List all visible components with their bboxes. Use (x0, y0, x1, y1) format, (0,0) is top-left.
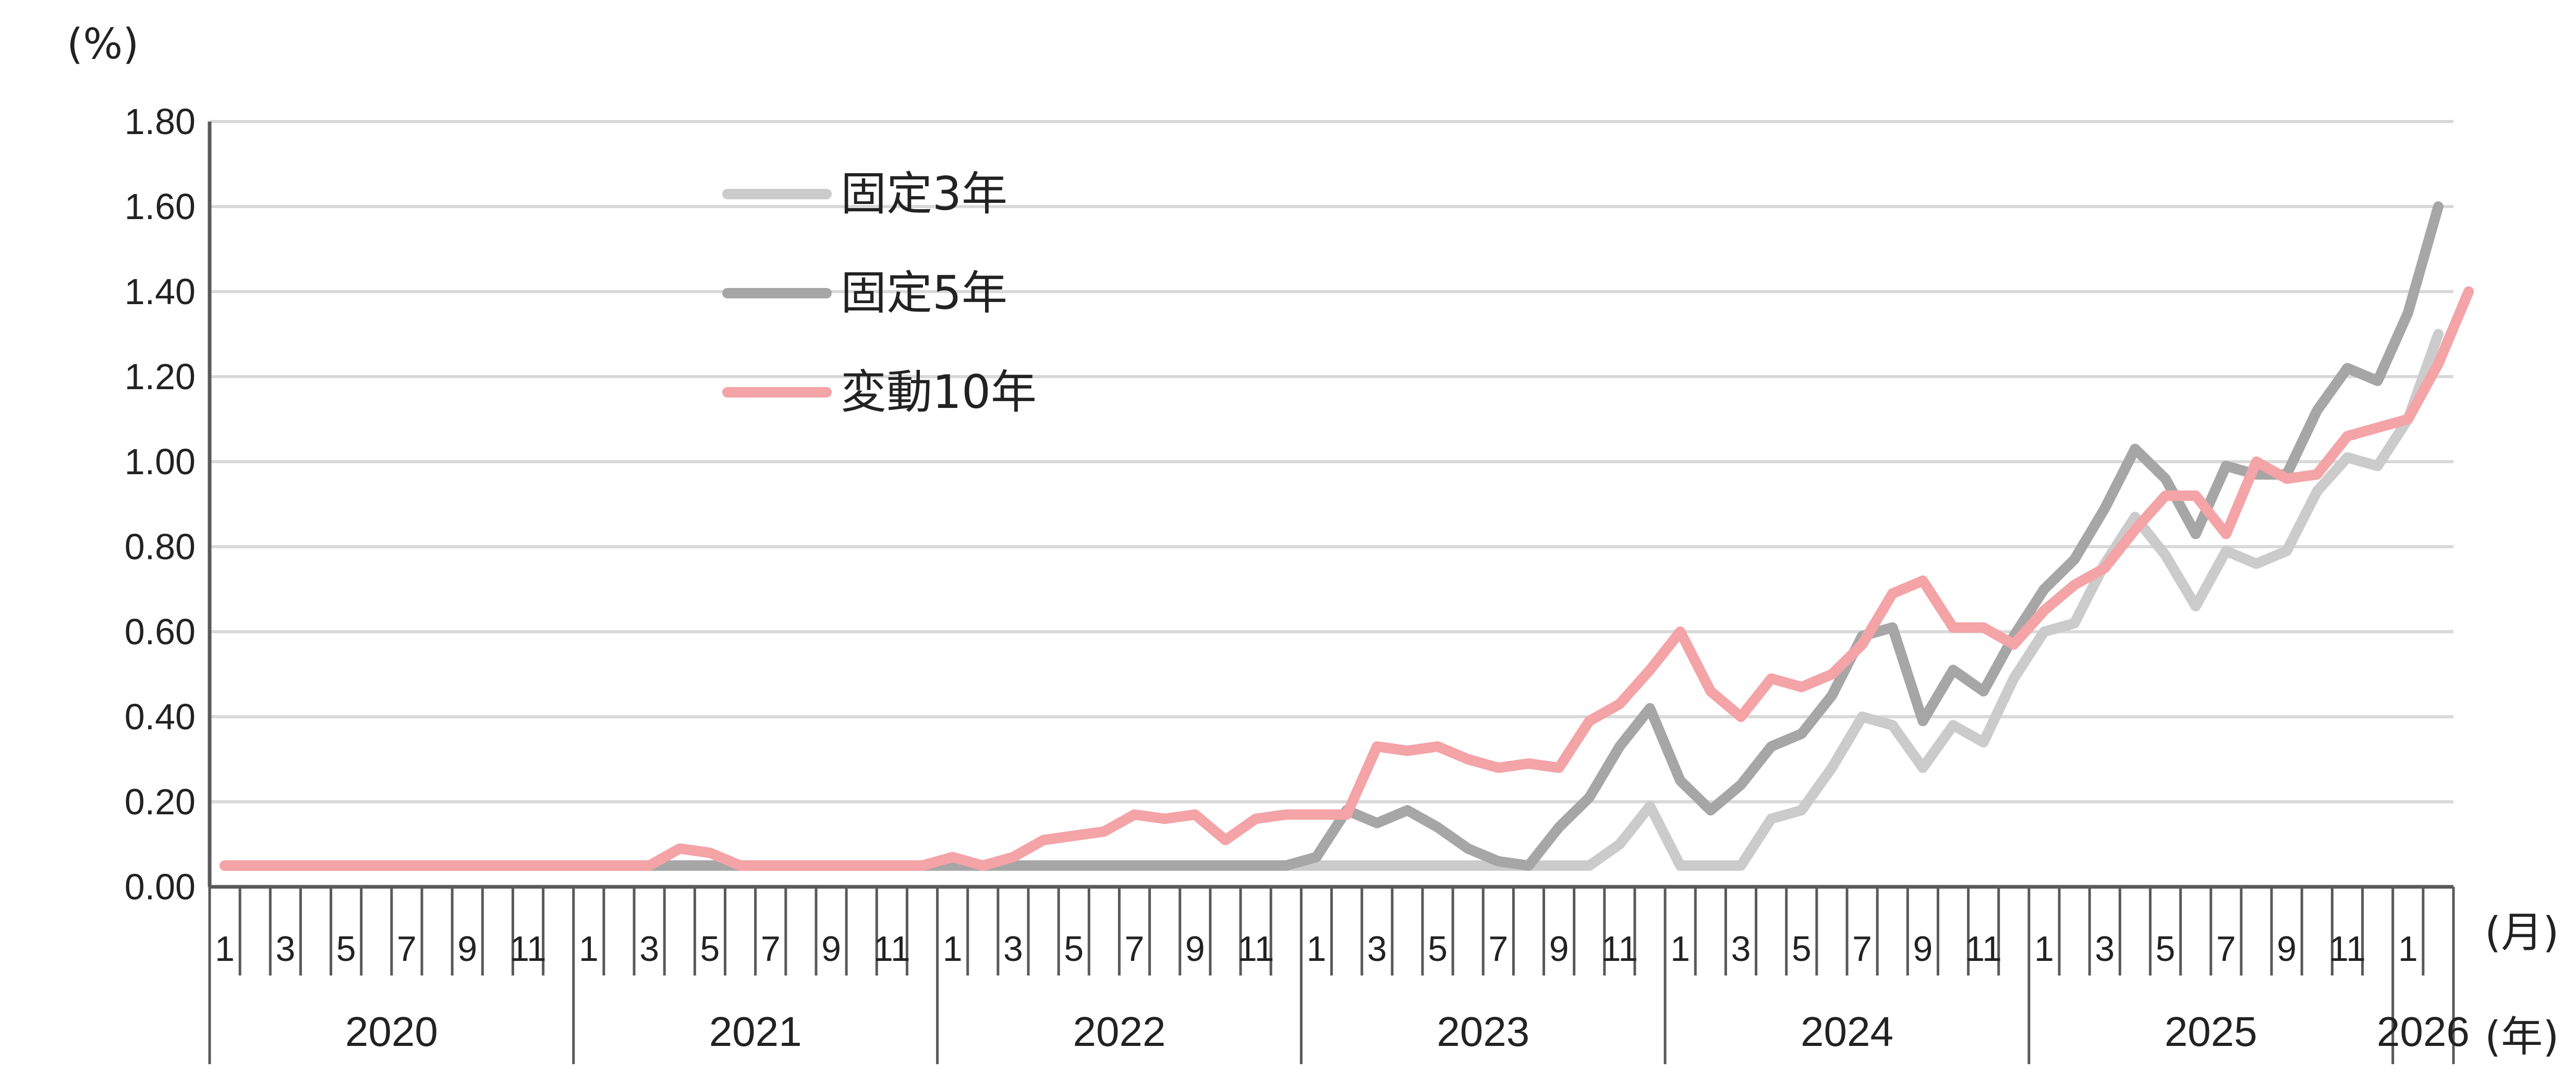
month-tick-label: 7 (397, 929, 417, 969)
series-line (220, 201, 2444, 871)
month-tick-label: 5 (1428, 929, 1448, 969)
y-tick-label: 1.20 (125, 356, 196, 397)
y-tick-label: 1.40 (125, 271, 196, 312)
month-tick-label: 5 (336, 929, 356, 969)
month-tick-label: 7 (2216, 929, 2236, 969)
month-tick-label: 3 (1367, 929, 1387, 969)
month-tick-label: 1 (2398, 929, 2418, 969)
y-tick-label: 0.20 (125, 781, 196, 822)
month-tick-label: 11 (1965, 929, 2002, 969)
month-tick-label: 9 (1185, 929, 1205, 969)
month-tick-label: 9 (457, 929, 477, 969)
month-tick-label: 11 (1237, 929, 1274, 969)
year-tick-label: 2021 (709, 1008, 802, 1055)
month-tick-label: 9 (2277, 929, 2296, 969)
y-tick-label: 1.60 (125, 186, 196, 227)
x-axis: 1 3 5 7 9 11 1 3 5 7 9 11 1 3 5 7 9 11 1 3 5 7 9 11 1 3 5 7 9 11 1 3 5 7 9… (208, 885, 2470, 1064)
month-tick-label: 1 (1307, 929, 1327, 969)
series-lines (220, 201, 2474, 871)
month-tick-label: 11 (873, 929, 910, 969)
month-tick-label: 3 (639, 929, 659, 969)
series-line (220, 286, 2474, 871)
month-tick-label: 3 (275, 929, 295, 969)
y-tick-label: 0.00 (125, 866, 196, 907)
y-tick-label: 0.40 (125, 696, 196, 737)
month-tick-label: 7 (1852, 929, 1872, 969)
month-tick-label: 5 (2156, 929, 2176, 969)
y-axis-unit: (%) (67, 20, 139, 68)
month-tick-label: 3 (1731, 929, 1751, 969)
y-tick-label: 1.80 (125, 101, 196, 142)
month-tick-label: 3 (1003, 929, 1023, 969)
month-tick-label: 1 (2034, 929, 2054, 969)
month-tick-label: 1 (215, 929, 235, 969)
year-tick-label: 2026 (2377, 1008, 2470, 1055)
month-tick-label: 1 (579, 929, 599, 969)
year-tick-label: 2024 (1801, 1008, 1893, 1055)
y-tick-label: 0.80 (125, 526, 196, 567)
month-axis-unit: (月) (2485, 908, 2559, 957)
month-tick-label: 7 (1488, 929, 1508, 969)
month-tick-label: 7 (761, 929, 781, 969)
month-tick-label: 9 (1913, 929, 1933, 969)
legend-label: 固定5年 (841, 266, 1007, 320)
year-tick-label: 2023 (1437, 1008, 1529, 1055)
month-tick-label: 11 (1601, 929, 1638, 969)
month-tick-label: 9 (1549, 929, 1569, 969)
month-tick-label: 11 (509, 929, 546, 969)
month-tick-label: 1 (943, 929, 963, 969)
y-tick-label: 0.60 (125, 611, 196, 652)
y-axis-tick-labels: 0.00 0.20 0.40 0.60 0.80 1.00 1.20 1.40 1.60 1.80 (125, 101, 196, 907)
month-tick-label: 3 (2095, 929, 2115, 969)
month-tick-label: 7 (1125, 929, 1145, 969)
month-tick-label: 5 (700, 929, 720, 969)
legend-label: 固定3年 (841, 167, 1007, 221)
year-tick-label: 2020 (345, 1008, 438, 1055)
series-line (220, 329, 2444, 871)
month-tick-label: 5 (1064, 929, 1084, 969)
year-tick-label: 2022 (1073, 1008, 1165, 1055)
month-tick-label: 1 (1670, 929, 1690, 969)
year-tick-label: 2025 (2165, 1008, 2257, 1055)
y-tick-label: 1.00 (125, 441, 196, 482)
month-tick-label: 9 (821, 929, 841, 969)
month-tick-label: 11 (2329, 929, 2366, 969)
legend-label: 変動10年 (841, 365, 1037, 419)
gridlines (208, 120, 2453, 887)
month-tick-label: 5 (1792, 929, 1812, 969)
year-axis-unit: (年) (2485, 1013, 2559, 1061)
